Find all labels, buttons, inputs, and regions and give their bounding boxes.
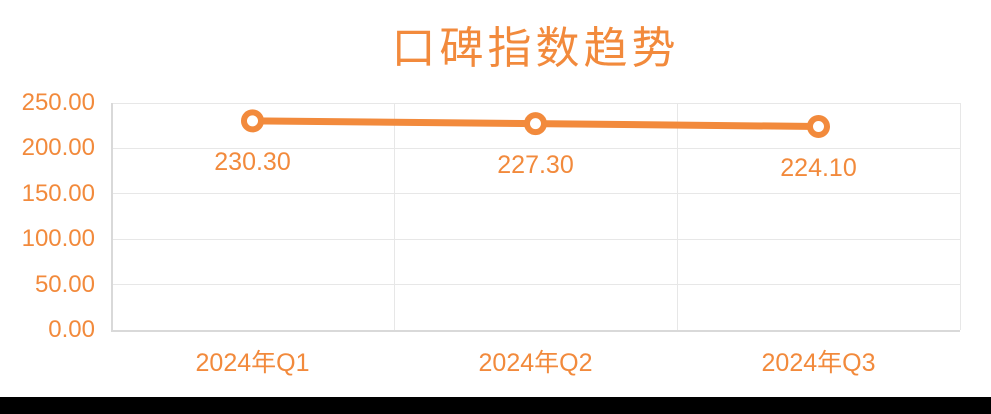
- chart-title: 口碑指数趋势: [391, 24, 680, 73]
- h-gridline: [111, 147, 960, 149]
- h-gridline: [111, 284, 960, 286]
- y-axis-tick-label: 250.00: [21, 89, 95, 116]
- y-axis-tick-label: 100.00: [21, 225, 95, 253]
- v-gridline: [677, 103, 678, 330]
- data-point-marker: [241, 109, 264, 133]
- h-gridline: [111, 102, 960, 104]
- x-axis-tick-label: 2024年Q2: [478, 349, 593, 377]
- x-axis-tick-label: 2024年Q1: [195, 349, 310, 377]
- v-gridline: [394, 103, 395, 330]
- data-point-label: 224.10: [780, 153, 857, 182]
- data-point-marker: [807, 115, 830, 139]
- h-gridline: [111, 238, 960, 240]
- y-axis-tick-label: 200.00: [21, 134, 95, 162]
- x-axis-tick-label: 2024年Q3: [761, 349, 876, 377]
- v-gridline: [960, 103, 961, 330]
- y-axis-tick-label: 150.00: [21, 179, 95, 207]
- y-axis-tick-label: 50.00: [34, 270, 95, 298]
- y-axis-line: [111, 103, 113, 332]
- h-gridline: [111, 193, 960, 195]
- bottom-black-bar: [0, 397, 991, 414]
- data-point-label: 230.30: [214, 147, 291, 176]
- data-point-marker: [524, 112, 547, 136]
- x-axis-line: [111, 330, 960, 332]
- y-axis-tick-label: 0.00: [48, 316, 95, 343]
- data-point-label: 227.30: [497, 150, 574, 179]
